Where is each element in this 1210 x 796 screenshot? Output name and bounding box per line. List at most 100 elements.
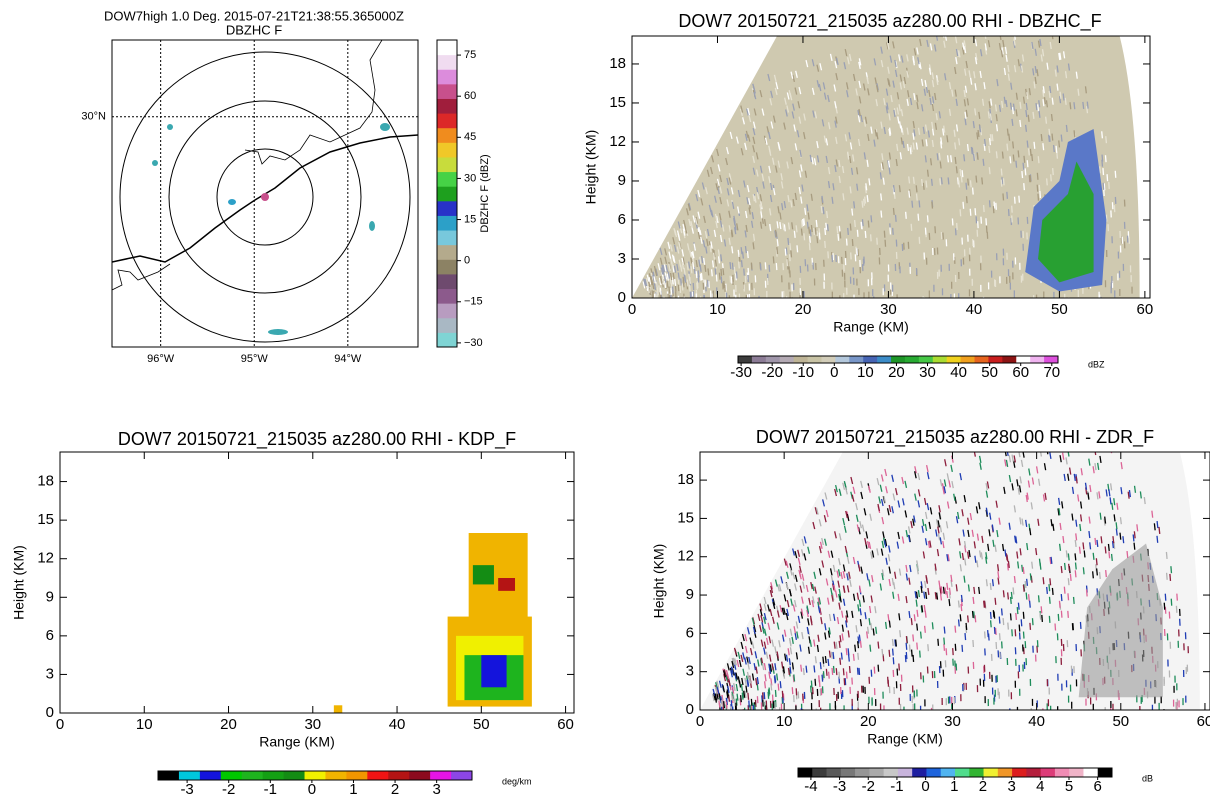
radar-streak [959,564,962,572]
radar-streak [682,280,685,288]
radar-streak [1094,462,1097,471]
radar-streak [942,586,945,594]
radar-streak [969,512,973,521]
radar-streak [954,36,958,44]
radar-streak [746,671,750,680]
radar-streak [1049,578,1052,586]
radar-streak [866,631,869,639]
radar-streak [695,259,698,268]
radar-streak [973,611,976,619]
radar-streak [1026,92,1029,100]
radar-streak [772,115,776,123]
radar-streak [732,657,736,666]
radar-streak [978,125,982,133]
radar-streak [899,152,902,160]
radar-streak [872,628,875,636]
radar-streak [1102,167,1105,176]
radar-streak [688,218,692,227]
radar-streak [1051,587,1054,596]
radar-streak [942,128,945,136]
radar-streak [831,593,835,601]
colorbar-tick-label: 6 [1093,778,1101,795]
radar-streak [865,531,869,539]
radar-streak [954,156,957,165]
radar-streak [730,187,734,195]
radar-streak [703,257,706,266]
radar-streak [997,577,1000,585]
radar-streak [1039,612,1042,620]
radar-streak [1067,452,1070,457]
radar-streak [718,693,722,701]
x-tick-label: 30 [880,301,897,318]
radar-streak [1025,592,1028,600]
radar-streak [919,650,921,658]
radar-streak [1057,508,1060,516]
radar-streak [771,639,775,647]
radar-streak [1003,486,1006,495]
colorbar-tick-label: 10 [857,364,874,381]
radar-streak [856,524,860,532]
radar-streak [979,49,983,57]
radar-streak [943,40,946,48]
colorbar-segment [849,356,864,363]
radar-streak [1013,38,1016,46]
radar-streak [862,595,865,603]
radar-streak [831,667,834,676]
radar-streak [894,488,898,496]
radar-streak [986,481,990,489]
radar-streak [755,152,759,160]
radar-streak [955,166,958,174]
radar-streak [776,622,780,630]
colorbar-tick-label: 75 [464,49,476,61]
radar-streak [963,45,967,54]
radar-streak [1068,467,1072,475]
radar-streak [1002,590,1005,598]
colorbar-segment [437,288,457,304]
radar-streak [814,678,817,686]
radar-streak [912,132,915,140]
colorbar-segment [437,142,457,158]
radar-streak [860,566,863,574]
radar-streak [948,587,952,595]
radar-streak [715,220,718,229]
colorbar-segment [437,200,457,216]
radar-streak [824,656,827,664]
radar-streak [908,176,911,184]
radar-streak [925,591,928,600]
radar-streak [759,263,762,271]
radar-streak [846,556,850,564]
radar-streak [838,533,842,541]
radar-streak [682,257,685,265]
radar-streak [1077,88,1080,96]
radar-streak [747,134,751,142]
radar-streak [740,683,744,692]
radar-streak [797,549,801,557]
radar-streak [653,265,657,274]
colorbar-segment [926,768,942,777]
radar-streak [723,673,727,682]
radar-streak [711,260,715,268]
colorbar-tick-label: 30 [464,172,476,184]
radar-streak [816,644,820,652]
radar-streak [726,199,730,207]
radar-streak [648,277,652,285]
radar-streak [794,87,798,95]
radar-streak [926,39,929,47]
radar-streak [1049,452,1052,459]
radar-streak [728,237,731,245]
radar-streak [706,238,709,247]
radar-streak [974,555,977,563]
radar-streak [742,117,746,125]
radar-streak [768,148,772,156]
radar-streak [811,59,815,67]
radar-streak [740,654,744,663]
radar-streak [893,109,896,118]
colorbar-segment [955,768,970,777]
radar-streak [800,664,803,672]
radar-streak [693,266,696,274]
radar-streak [818,519,822,527]
radar-streak [847,572,850,580]
radar-streak [978,502,981,510]
radar-streak [917,127,921,135]
radar-streak [817,605,821,613]
